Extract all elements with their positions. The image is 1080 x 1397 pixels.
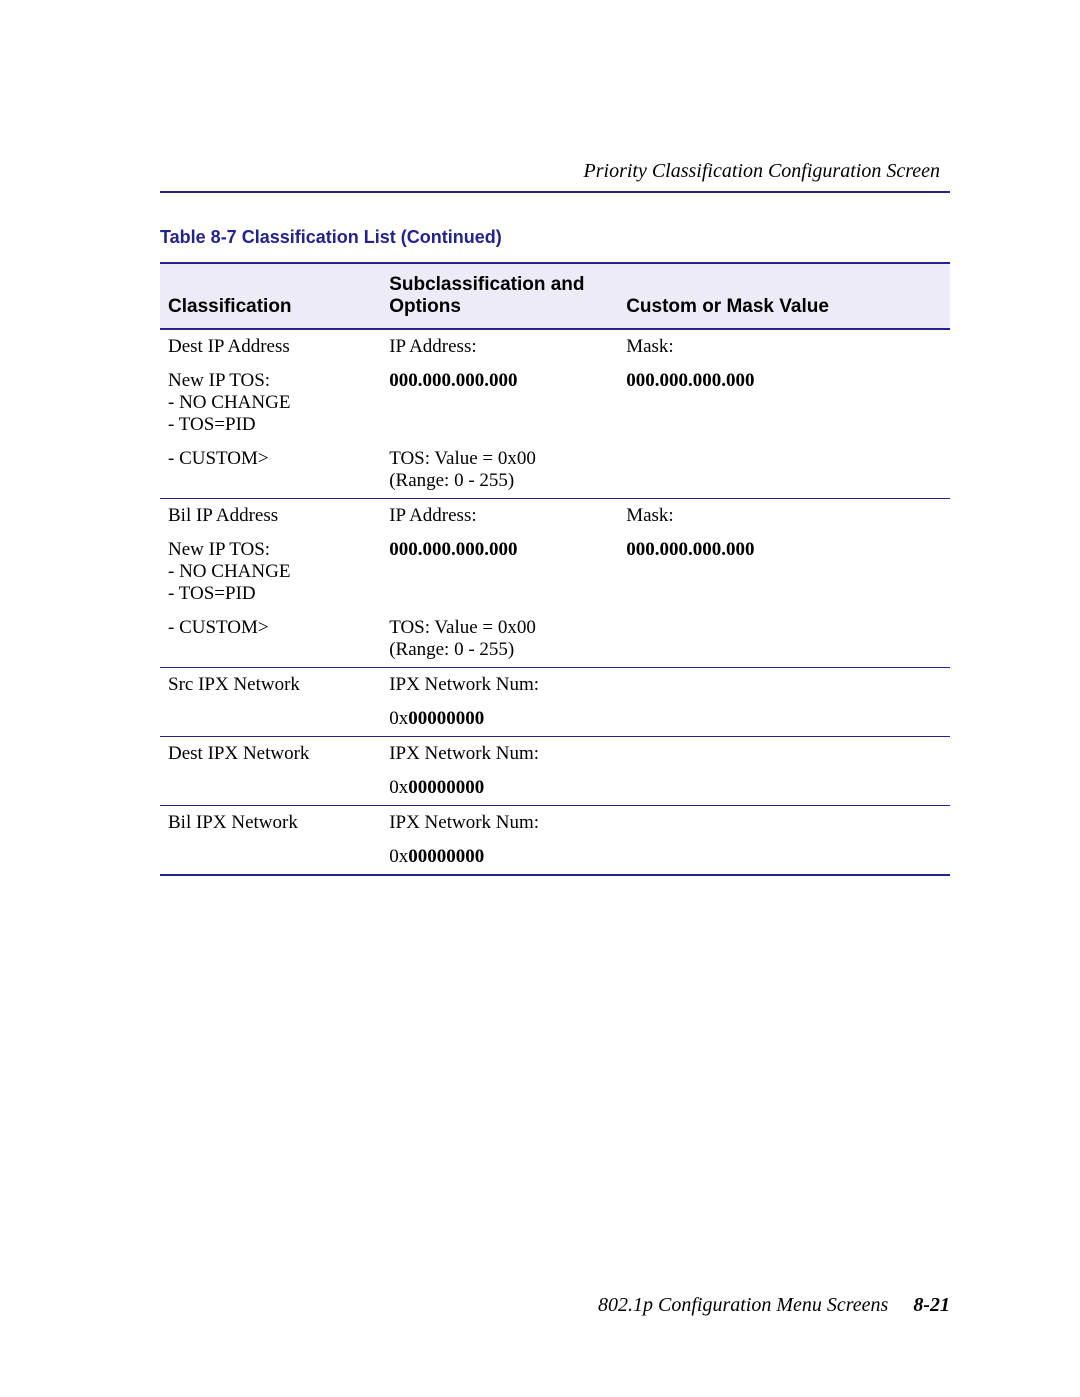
table-row: New IP TOS: - NO CHANGE - TOS=PID 000.00… (160, 533, 950, 611)
document-page: Priority Classification Configuration Sc… (0, 0, 1080, 1397)
hex-prefix: 0x (389, 708, 408, 729)
cell-classification: Dest IPX Network (160, 737, 381, 772)
cell-classification: Bil IP Address (160, 499, 381, 534)
cell-empty (618, 737, 950, 772)
table-row: Dest IPX Network IPX Network Num: (160, 737, 950, 772)
cell-empty (618, 611, 950, 668)
page-footer: 802.1p Configuration Menu Screens 8-21 (598, 1294, 950, 1317)
header-rule (160, 191, 950, 193)
cell-ipx-value: 0x00000000 (381, 771, 618, 806)
hex-prefix: 0x (389, 846, 408, 867)
cell-classification: Src IPX Network (160, 668, 381, 703)
new-ip-tos-label: New IP TOS: (168, 370, 373, 392)
opt-no-change: - NO CHANGE (168, 392, 373, 414)
cell-mask-value: 000.000.000.000 (618, 364, 950, 442)
table-caption: Table 8-7 Classification List (Continued… (160, 227, 950, 248)
cell-classification: New IP TOS: - NO CHANGE - TOS=PID (160, 364, 381, 442)
tos-value-label: TOS: Value = 0x00 (389, 617, 610, 639)
classification-table: Classification Subclassification and Opt… (160, 262, 950, 876)
cell-classification: Dest IP Address (160, 329, 381, 364)
cell-ipx-value: 0x00000000 (381, 702, 618, 737)
table-row: Bil IPX Network IPX Network Num: (160, 806, 950, 841)
cell-subclass: IP Address: (381, 329, 618, 364)
footer-page-number: 8-21 (913, 1294, 950, 1316)
table-row: - CUSTOM> TOS: Value = 0x00 (Range: 0 - … (160, 611, 950, 668)
cell-empty (160, 840, 381, 875)
cell-empty (160, 771, 381, 806)
cell-subclass: IPX Network Num: (381, 737, 618, 772)
tos-range-label: (Range: 0 - 255) (389, 470, 610, 492)
table-row: 0x00000000 (160, 840, 950, 875)
table-row: New IP TOS: - NO CHANGE - TOS=PID 000.00… (160, 364, 950, 442)
tos-range-label: (Range: 0 - 255) (389, 639, 610, 661)
cell-subclass: IP Address: (381, 499, 618, 534)
cell-empty (618, 668, 950, 703)
col-subclassification: Subclassification and Options (381, 263, 618, 329)
cell-ip-value: 000.000.000.000 (381, 364, 618, 442)
cell-ipx-value: 0x00000000 (381, 840, 618, 875)
table-row: Src IPX Network IPX Network Num: (160, 668, 950, 703)
page-header-title: Priority Classification Configuration Sc… (160, 160, 950, 183)
cell-mask: Mask: (618, 499, 950, 534)
cell-classification: Bil IPX Network (160, 806, 381, 841)
cell-mask-value: 000.000.000.000 (618, 533, 950, 611)
table-row: 0x00000000 (160, 702, 950, 737)
cell-empty (618, 840, 950, 875)
opt-custom: - CUSTOM> (160, 442, 381, 499)
opt-tos-pid: - TOS=PID (168, 583, 373, 605)
cell-mask: Mask: (618, 329, 950, 364)
opt-custom: - CUSTOM> (160, 611, 381, 668)
opt-tos-pid: - TOS=PID (168, 414, 373, 436)
cell-ip-value: 000.000.000.000 (381, 533, 618, 611)
cell-subclass: IPX Network Num: (381, 806, 618, 841)
cell-tos-value: TOS: Value = 0x00 (Range: 0 - 255) (381, 611, 618, 668)
cell-classification: New IP TOS: - NO CHANGE - TOS=PID (160, 533, 381, 611)
footer-text: 802.1p Configuration Menu Screens (598, 1294, 888, 1316)
hex-value: 00000000 (408, 846, 484, 867)
tos-value-label: TOS: Value = 0x00 (389, 448, 610, 470)
cell-empty (618, 702, 950, 737)
table-header-row: Classification Subclassification and Opt… (160, 263, 950, 329)
cell-tos-value: TOS: Value = 0x00 (Range: 0 - 255) (381, 442, 618, 499)
col-classification: Classification (160, 263, 381, 329)
table-row: - CUSTOM> TOS: Value = 0x00 (Range: 0 - … (160, 442, 950, 499)
opt-no-change: - NO CHANGE (168, 561, 373, 583)
table-row: 0x00000000 (160, 771, 950, 806)
cell-empty (618, 771, 950, 806)
cell-empty (160, 702, 381, 737)
cell-empty (618, 442, 950, 499)
table-row: Bil IP Address IP Address: Mask: (160, 499, 950, 534)
col-custom-mask: Custom or Mask Value (618, 263, 950, 329)
hex-value: 00000000 (408, 708, 484, 729)
cell-empty (618, 806, 950, 841)
table-row: Dest IP Address IP Address: Mask: (160, 329, 950, 364)
hex-value: 00000000 (408, 777, 484, 798)
new-ip-tos-label: New IP TOS: (168, 539, 373, 561)
cell-subclass: IPX Network Num: (381, 668, 618, 703)
hex-prefix: 0x (389, 777, 408, 798)
